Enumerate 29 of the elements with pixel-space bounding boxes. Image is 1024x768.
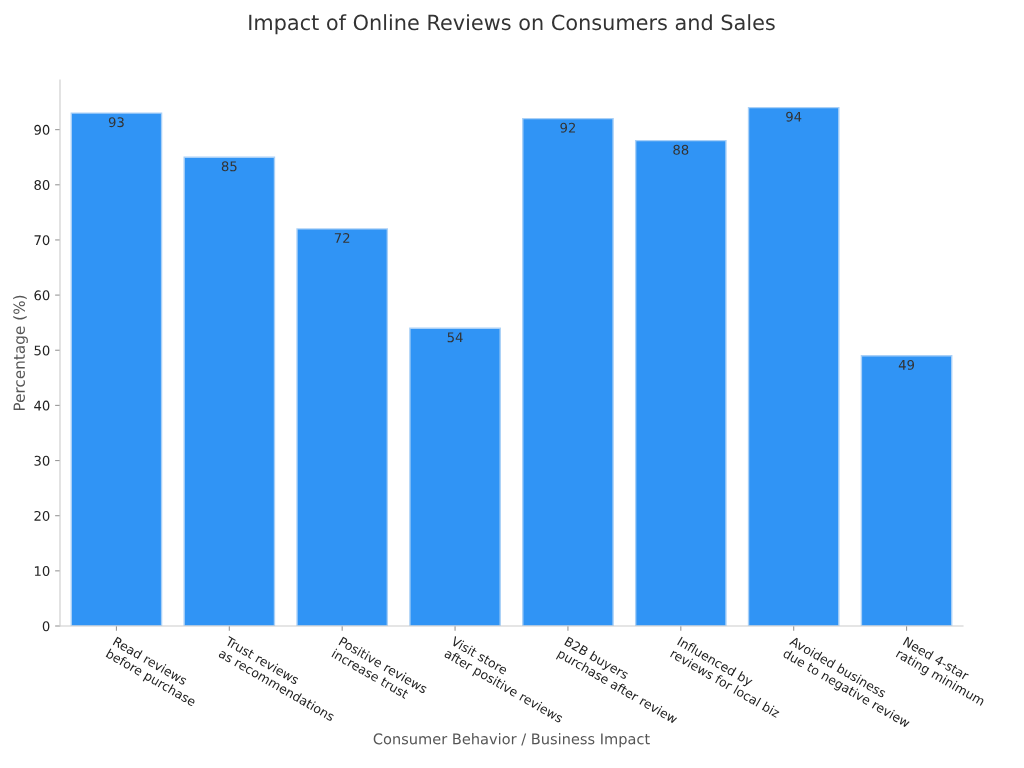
- data-label: 94: [786, 111, 802, 122]
- y-tick-label: 80: [34, 180, 50, 190]
- y-tick-label: 90: [34, 124, 50, 135]
- data-label: 88: [673, 144, 689, 155]
- y-tick-label: 20: [34, 510, 50, 521]
- y-axis-title: Percentage (%): [13, 295, 28, 411]
- bar: [522, 117, 614, 626]
- bar: [747, 106, 840, 626]
- bar: [183, 156, 276, 626]
- data-label: 85: [221, 161, 237, 172]
- chart-title: Impact of Online Reviews on Consumers and Sales: [249, 14, 775, 35]
- bar: [409, 327, 501, 626]
- y-tick-label: 60: [34, 290, 50, 301]
- y-tick-label: 70: [34, 235, 50, 246]
- y-tick-label: 30: [34, 455, 50, 466]
- data-label: 72: [334, 233, 350, 243]
- bar: [296, 228, 389, 626]
- y-tick-label: 50: [34, 345, 50, 356]
- y-tick-label: 10: [34, 566, 50, 577]
- data-label: 92: [560, 122, 576, 133]
- bar: [860, 355, 953, 626]
- bar: [70, 112, 163, 626]
- data-label: 54: [447, 332, 463, 343]
- data-label: 49: [898, 359, 915, 370]
- data-label: 93: [108, 117, 124, 128]
- x-axis-title: Consumer Behavior / Business Impact: [373, 733, 650, 748]
- y-tick-label: 0: [42, 621, 50, 632]
- y-tick-label: 40: [34, 400, 50, 411]
- bar: [634, 139, 727, 626]
